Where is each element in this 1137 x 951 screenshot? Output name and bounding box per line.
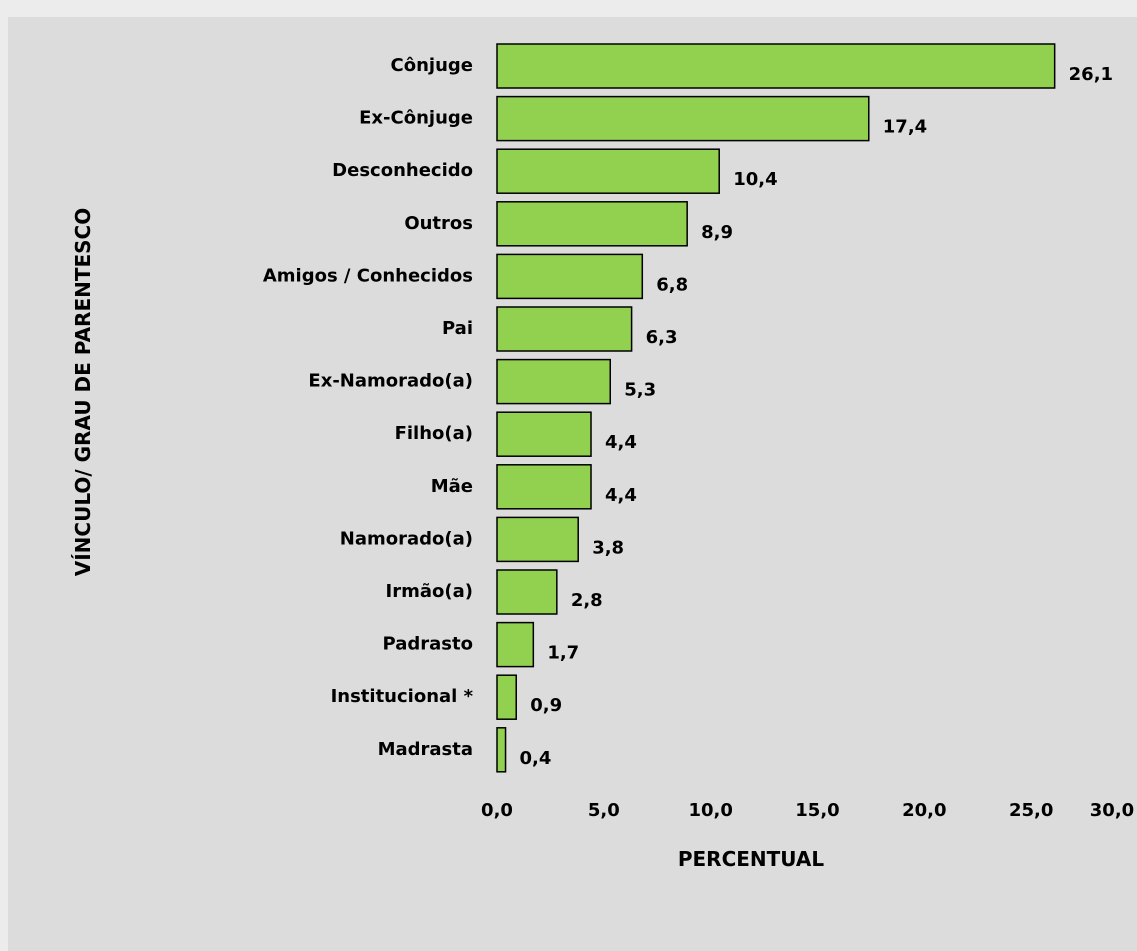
- x-tick-label: 0,0: [481, 800, 513, 821]
- x-axis-title: PERCENTUAL: [678, 847, 825, 871]
- value-label: 4,4: [605, 432, 637, 453]
- value-label: 10,4: [733, 169, 777, 190]
- value-label: 8,9: [701, 222, 733, 243]
- category-label: Madrasta: [378, 739, 473, 760]
- category-labels: Cônjuge Ex-Cônjuge Desconhecido Outros Amigo…: [263, 55, 474, 760]
- value-label: 26,1: [1069, 64, 1113, 85]
- category-label: Desconhecido: [332, 160, 473, 181]
- x-tick-label: 30,0: [1090, 800, 1134, 821]
- category-label: Irmão(a): [386, 581, 473, 602]
- x-tick-labels: 0,0 5,0 10,0 15,0 20,0 25,0 30,0: [481, 800, 1134, 821]
- value-labels: 26,1 17,4 10,4 8,9 6,8 6,3 5,3 4,4 4,4 3,8 2,8 1,7 0…: [520, 64, 1114, 769]
- x-tick-label: 5,0: [588, 800, 620, 821]
- value-label: 6,3: [646, 327, 678, 348]
- bar: [496, 201, 688, 247]
- category-label: Ex-Namorado(a): [308, 371, 473, 392]
- category-label: Mãe: [431, 476, 473, 497]
- category-label: Filho(a): [395, 423, 473, 444]
- x-tick-label: 25,0: [1009, 800, 1053, 821]
- category-label: Outros: [404, 213, 473, 234]
- value-label: 4,4: [605, 485, 637, 506]
- value-label: 17,4: [883, 117, 927, 138]
- category-label: Institucional *: [331, 686, 474, 707]
- value-label: 2,8: [571, 590, 603, 611]
- value-label: 6,8: [656, 274, 688, 295]
- category-label: Cônjuge: [391, 55, 473, 76]
- category-label: Amigos / Conhecidos: [263, 265, 473, 286]
- bar: [496, 516, 579, 563]
- bar: [496, 411, 592, 457]
- value-label: 1,7: [547, 643, 579, 664]
- bar: [496, 253, 644, 300]
- value-label: 5,3: [624, 380, 656, 401]
- bar: [496, 727, 507, 773]
- bar: [496, 148, 720, 194]
- x-tick-label: 15,0: [795, 800, 839, 821]
- category-label: Pai: [442, 318, 473, 339]
- bars-group: [496, 43, 1056, 773]
- bar: [496, 358, 611, 405]
- bar: [496, 674, 517, 720]
- bar: [496, 621, 535, 668]
- x-tick-label: 10,0: [688, 800, 732, 821]
- value-label: 3,8: [592, 537, 624, 558]
- category-label: Namorado(a): [340, 528, 473, 549]
- bar: [496, 306, 633, 352]
- y-axis-title: VÍNCULO/ GRAU DE PARENTESCO: [71, 208, 95, 576]
- bar: [496, 464, 592, 510]
- bar: [496, 569, 558, 615]
- value-label: 0,9: [530, 695, 562, 716]
- category-label: Ex-Cônjuge: [359, 108, 473, 129]
- bar: [496, 43, 1056, 89]
- value-label: 0,4: [520, 748, 552, 769]
- x-tick-label: 20,0: [902, 800, 946, 821]
- bar: [496, 95, 870, 142]
- category-label: Padrasto: [383, 634, 473, 655]
